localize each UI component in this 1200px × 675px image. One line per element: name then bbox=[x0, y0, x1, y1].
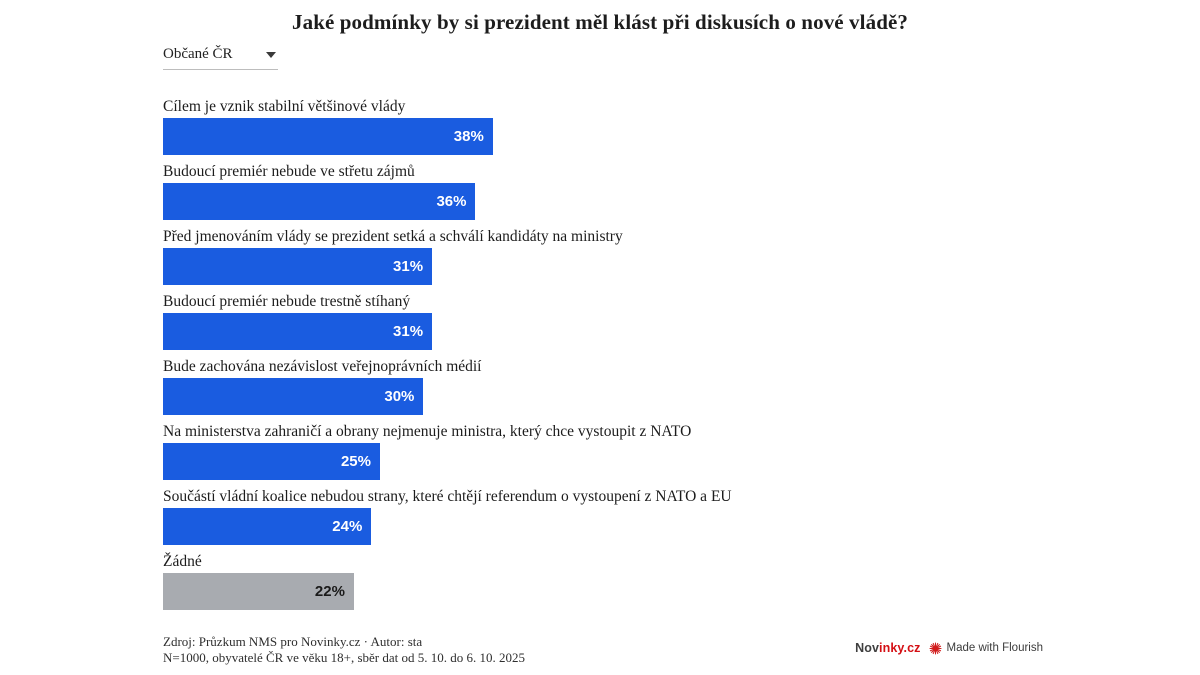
bar-value-label: 31% bbox=[393, 258, 424, 275]
chart-title: Jaké podmínky by si prezident měl klást … bbox=[292, 10, 908, 34]
bar[interactable]: 24% bbox=[163, 508, 372, 545]
chevron-down-icon bbox=[266, 51, 276, 58]
novinky-logo-suffix: inky.cz bbox=[879, 641, 921, 655]
bar-row: Na ministerstva zahraničí a obrany nejme… bbox=[163, 421, 1031, 480]
bar-label: Bude zachována nezávislost veřejnoprávní… bbox=[163, 358, 482, 375]
flourish-credit-link[interactable]: Made with Flourish bbox=[929, 641, 1043, 655]
bar-label: Žádné bbox=[163, 553, 202, 570]
novinky-logo-prefix: Nov bbox=[855, 641, 880, 655]
bar-value-label: 24% bbox=[332, 518, 363, 535]
source-line: Zdroj: Průzkum NMS pro Novinky.cz · Auto… bbox=[163, 634, 423, 649]
bar-label: Cílem je vznik stabilní většinové vlády bbox=[163, 98, 406, 115]
bar-row: Cílem je vznik stabilní většinové vlády … bbox=[163, 96, 1031, 155]
bar-value-label: 30% bbox=[384, 388, 415, 405]
bar[interactable]: 25% bbox=[163, 443, 380, 480]
bar-row: Součástí vládní koalice nebudou strany, … bbox=[163, 486, 1031, 545]
bar-value-label: 38% bbox=[453, 128, 484, 145]
bar-row: Před jmenováním vlády se prezident setká… bbox=[163, 226, 1031, 285]
bar-row: Bude zachována nezávislost veřejnoprávní… bbox=[163, 356, 1031, 415]
bar[interactable]: 31% bbox=[163, 248, 433, 285]
sample-line: N=1000, obyvatelé ČR ve věku 18+, sběr d… bbox=[163, 649, 526, 665]
bar-value-label: 25% bbox=[340, 453, 371, 470]
audience-filter-dropdown[interactable]: Občané ČR bbox=[163, 46, 278, 70]
bar-label: Součástí vládní koalice nebudou strany, … bbox=[163, 488, 732, 505]
footer: Zdroj: Průzkum NMS pro Novinky.cz · Auto… bbox=[163, 634, 525, 665]
bar[interactable]: 22% bbox=[163, 573, 354, 610]
flourish-icon bbox=[929, 641, 943, 655]
bar-value-label: 22% bbox=[314, 583, 345, 600]
bar-label: Budoucí premiér nebude trestně stíhaný bbox=[163, 293, 411, 310]
bar-row: Budoucí premiér nebude ve střetu zájmů 3… bbox=[163, 161, 1031, 220]
bar-label: Budoucí premiér nebude ve střetu zájmů bbox=[163, 163, 415, 180]
bar[interactable]: 31% bbox=[163, 313, 433, 350]
bar-chart: Cílem je vznik stabilní většinové vlády … bbox=[163, 96, 1031, 616]
bar-value-label: 31% bbox=[393, 323, 424, 340]
novinky-logo[interactable]: Novinky.cz bbox=[855, 641, 920, 655]
flourish-credit-label: Made with Flourish bbox=[946, 642, 1043, 654]
bar[interactable]: 36% bbox=[163, 183, 476, 220]
attribution: Novinky.cz bbox=[855, 641, 1043, 655]
bar[interactable]: 38% bbox=[163, 118, 493, 155]
bar-row: Žádné 22% bbox=[163, 551, 1031, 610]
bar-label: Před jmenováním vlády se prezident setká… bbox=[163, 228, 623, 245]
audience-filter-value: Občané ČR bbox=[163, 46, 233, 62]
bar-label: Na ministerstva zahraničí a obrany nejme… bbox=[163, 423, 692, 440]
bar-row: Budoucí premiér nebude trestně stíhaný 3… bbox=[163, 291, 1031, 350]
bar[interactable]: 30% bbox=[163, 378, 424, 415]
bar-value-label: 36% bbox=[436, 193, 467, 210]
